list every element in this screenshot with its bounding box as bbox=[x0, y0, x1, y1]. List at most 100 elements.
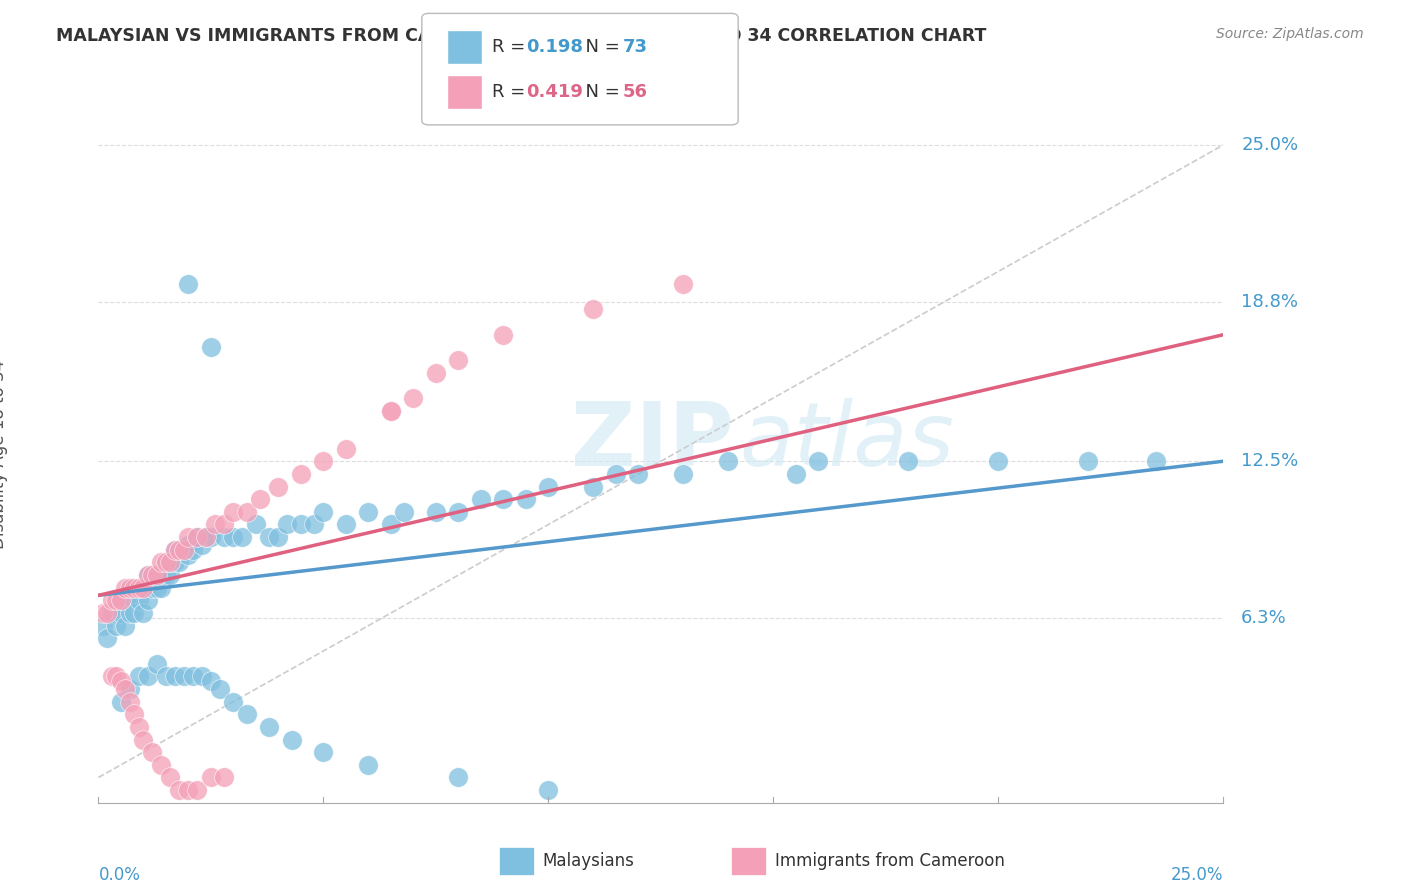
Text: 6.3%: 6.3% bbox=[1241, 609, 1286, 627]
Point bbox=[186, 530, 208, 544]
Text: N =: N = bbox=[574, 37, 626, 55]
Point bbox=[537, 783, 560, 797]
Point bbox=[124, 593, 146, 607]
Point bbox=[155, 556, 177, 570]
Point bbox=[110, 606, 132, 620]
Point bbox=[191, 669, 214, 683]
Point bbox=[492, 492, 515, 507]
Point bbox=[290, 517, 312, 532]
Point bbox=[582, 302, 605, 317]
Point bbox=[312, 505, 335, 519]
Point bbox=[222, 505, 245, 519]
Point bbox=[141, 745, 163, 759]
Point bbox=[394, 505, 416, 519]
Point bbox=[136, 568, 159, 582]
Point bbox=[118, 681, 141, 696]
Point bbox=[177, 783, 200, 797]
Point bbox=[357, 757, 380, 772]
Text: atlas: atlas bbox=[740, 398, 955, 484]
Point bbox=[114, 618, 136, 632]
Point bbox=[186, 530, 208, 544]
Point bbox=[150, 568, 173, 582]
Point bbox=[312, 745, 335, 759]
Point bbox=[447, 505, 470, 519]
Point bbox=[118, 606, 141, 620]
Point bbox=[118, 581, 141, 595]
Point bbox=[132, 732, 155, 747]
Point bbox=[627, 467, 650, 481]
Point bbox=[173, 542, 195, 557]
Point bbox=[132, 581, 155, 595]
Point bbox=[163, 542, 186, 557]
Point bbox=[380, 403, 402, 417]
Point bbox=[110, 674, 132, 689]
Point bbox=[1144, 454, 1167, 468]
Point bbox=[136, 669, 159, 683]
Text: 56: 56 bbox=[623, 83, 648, 101]
Point bbox=[128, 581, 150, 595]
Text: 0.0%: 0.0% bbox=[98, 866, 141, 884]
Point bbox=[236, 505, 259, 519]
Point bbox=[204, 517, 226, 532]
Point bbox=[136, 593, 159, 607]
Point bbox=[281, 732, 304, 747]
Point bbox=[470, 492, 492, 507]
Text: MALAYSIAN VS IMMIGRANTS FROM CAMEROON DISABILITY AGE 18 TO 34 CORRELATION CHART: MALAYSIAN VS IMMIGRANTS FROM CAMEROON DI… bbox=[56, 27, 987, 45]
Point bbox=[267, 530, 290, 544]
Point bbox=[101, 606, 124, 620]
Point bbox=[181, 669, 204, 683]
Text: R =: R = bbox=[492, 83, 531, 101]
Point bbox=[169, 556, 191, 570]
Point bbox=[155, 669, 177, 683]
Point bbox=[537, 479, 560, 493]
Point bbox=[208, 681, 231, 696]
Point bbox=[357, 505, 380, 519]
Point bbox=[101, 669, 124, 683]
Point bbox=[163, 542, 186, 557]
Point bbox=[96, 606, 118, 620]
Point bbox=[155, 568, 177, 582]
Point bbox=[785, 467, 807, 481]
Point bbox=[169, 542, 191, 557]
Point bbox=[141, 581, 163, 595]
Point bbox=[141, 568, 163, 582]
Point bbox=[425, 366, 447, 380]
Point bbox=[492, 327, 515, 342]
Text: N =: N = bbox=[574, 83, 626, 101]
Point bbox=[173, 669, 195, 683]
Text: 25.0%: 25.0% bbox=[1241, 136, 1298, 154]
Point bbox=[110, 593, 132, 607]
Point bbox=[132, 581, 155, 595]
Point bbox=[214, 517, 236, 532]
Point bbox=[159, 556, 181, 570]
Point bbox=[267, 479, 290, 493]
Point bbox=[200, 530, 222, 544]
Point bbox=[124, 581, 146, 595]
Point bbox=[114, 593, 136, 607]
Point bbox=[717, 454, 740, 468]
Point bbox=[447, 771, 470, 785]
Point bbox=[177, 548, 200, 562]
Point bbox=[163, 556, 186, 570]
Point bbox=[150, 757, 173, 772]
Point bbox=[214, 530, 236, 544]
Text: 73: 73 bbox=[623, 37, 648, 55]
Point bbox=[186, 783, 208, 797]
Point bbox=[169, 542, 191, 557]
Point bbox=[105, 618, 128, 632]
Point bbox=[155, 556, 177, 570]
Point bbox=[335, 517, 357, 532]
Point bbox=[425, 505, 447, 519]
Point bbox=[222, 695, 245, 709]
Text: 0.198: 0.198 bbox=[526, 37, 583, 55]
Point bbox=[807, 454, 830, 468]
Point bbox=[132, 606, 155, 620]
Point bbox=[290, 467, 312, 481]
Point bbox=[159, 568, 181, 582]
Point bbox=[141, 568, 163, 582]
Text: 25.0%: 25.0% bbox=[1171, 866, 1223, 884]
Text: Disability Age 18 to 34: Disability Age 18 to 34 bbox=[0, 360, 8, 549]
Point bbox=[114, 581, 136, 595]
Text: Immigrants from Cameroon: Immigrants from Cameroon bbox=[775, 852, 1004, 870]
Point bbox=[110, 695, 132, 709]
